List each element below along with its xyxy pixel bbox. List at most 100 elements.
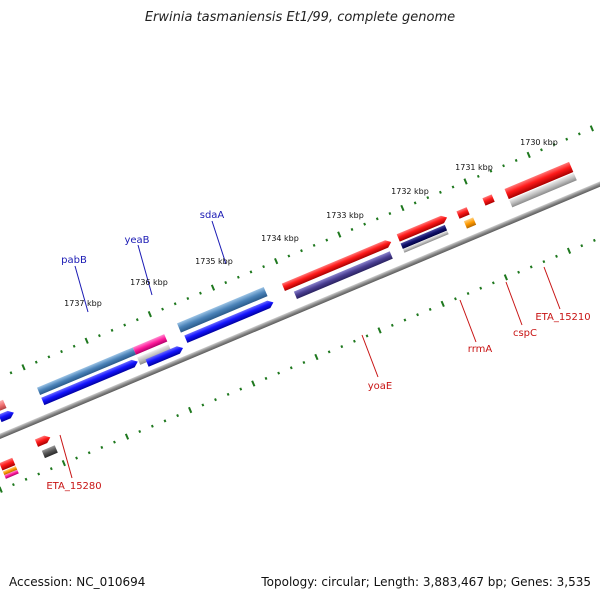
minor-tick — [403, 318, 407, 322]
gene-ETA_15280-dark-segment[interactable] — [41, 445, 58, 459]
minor-tick — [325, 238, 329, 242]
minor-tick — [577, 132, 581, 136]
scale-ticks-top — [9, 125, 594, 375]
scale-ticks-bottom — [0, 238, 596, 493]
minor-tick — [161, 307, 164, 311]
minor-tick — [34, 360, 38, 364]
gene-label-rrmA[interactable]: rrmA — [468, 344, 493, 355]
minor-tick — [60, 350, 63, 354]
gene-left-orange-segment[interactable] — [2, 466, 18, 476]
major-tick — [503, 274, 508, 281]
minor-tick — [542, 260, 546, 264]
gene-label-yeaB[interactable]: yeaB — [124, 235, 149, 246]
minor-tick — [262, 265, 266, 269]
genome-backbone — [0, 167, 600, 443]
minor-tick — [47, 355, 51, 359]
minor-tick — [123, 323, 127, 327]
minor-tick — [416, 313, 419, 317]
minor-tick — [249, 270, 253, 274]
minor-tick — [98, 334, 101, 338]
leader-yeaB — [137, 244, 153, 296]
major-tick — [188, 406, 193, 414]
major-tick — [84, 337, 89, 344]
minor-tick — [87, 451, 91, 455]
minor-tick — [502, 164, 505, 168]
gene-left-pink-segment[interactable] — [4, 469, 19, 479]
minor-tick — [476, 174, 480, 178]
minor-tick — [312, 243, 316, 247]
leader-pabB — [74, 265, 89, 313]
gene-small-red-arrow[interactable] — [482, 194, 495, 206]
minor-tick — [113, 440, 116, 444]
gene-yeaB-arrow[interactable] — [132, 334, 168, 355]
minor-tick — [413, 201, 417, 205]
minor-tick — [565, 137, 569, 141]
minor-tick — [540, 148, 543, 152]
gene-label-sdaA[interactable]: sdaA — [200, 210, 225, 221]
minor-tick — [75, 456, 78, 460]
major-tick — [440, 300, 445, 308]
minor-tick — [186, 296, 190, 301]
scale-label-1736: 1736 kbp — [130, 278, 168, 287]
minor-tick — [454, 297, 457, 301]
gene-pabB-arrow[interactable] — [36, 347, 136, 396]
gene-labels: pabB yeaB sdaA yoaE rrmA cspC ETA_15210 … — [46, 210, 590, 492]
major-tick — [337, 231, 342, 238]
minor-tick — [353, 339, 356, 343]
gene-label-pabB[interactable]: pabB — [61, 255, 87, 266]
gene-rrmA-outer-arrow[interactable] — [396, 214, 449, 242]
minor-tick — [592, 238, 596, 242]
gene-label-yoaE[interactable]: yoaE — [368, 381, 392, 392]
gene-label-ETA_15210[interactable]: ETA_15210 — [535, 312, 590, 323]
major-tick — [589, 125, 594, 132]
gene-pabB-inner-arrow[interactable] — [41, 358, 139, 406]
minor-tick — [264, 376, 268, 380]
gene-yoaE-inner-arrow[interactable] — [293, 251, 393, 299]
scale-label-1735: 1735 kbp — [195, 257, 233, 266]
minor-tick — [529, 265, 533, 269]
minor-tick — [375, 217, 379, 221]
minor-tick — [514, 158, 518, 162]
minor-tick — [428, 307, 432, 311]
minor-tick — [388, 212, 392, 216]
gene-sdaA-inner-arrow[interactable] — [184, 299, 275, 343]
major-tick — [251, 380, 256, 387]
gene-yeaB-inner-arrow[interactable] — [145, 344, 185, 367]
gene-yoaE-outer-arrow[interactable] — [281, 238, 393, 292]
minor-tick — [390, 323, 394, 327]
gene-ETA_15210-gray-segment[interactable] — [509, 172, 577, 208]
gene-cspC-outer-arrow[interactable] — [456, 207, 470, 219]
minor-tick — [489, 169, 493, 173]
minor-tick — [277, 371, 281, 375]
scale-label-1733: 1733 kbp — [326, 211, 364, 220]
major-tick — [400, 204, 405, 212]
gene-ETA_15280-arrow[interactable] — [34, 434, 52, 447]
gene-label-cspC[interactable]: cspC — [513, 328, 537, 339]
major-tick — [566, 247, 572, 254]
gene-arrow-blue-small[interactable] — [0, 409, 15, 423]
minor-tick — [49, 467, 53, 471]
minor-tick — [100, 445, 104, 449]
gene-cspC-arrow[interactable] — [463, 217, 477, 229]
major-tick — [0, 486, 3, 493]
gene-ETA_15210-arrow[interactable] — [504, 161, 574, 200]
major-tick — [124, 433, 130, 440]
minor-tick — [24, 477, 28, 481]
gene-rrmA-inner-arrow[interactable] — [400, 224, 448, 250]
gene-left-red-arrow[interactable] — [0, 457, 16, 471]
minor-tick — [300, 249, 303, 253]
gene-rrmA-gray-segment[interactable] — [402, 230, 449, 253]
major-tick — [526, 151, 531, 159]
scale-label-1734: 1734 kbp — [261, 234, 299, 243]
gene-arrow-salmon[interactable] — [0, 399, 7, 414]
major-tick — [147, 311, 152, 318]
scale-label-1737: 1737 kbp — [64, 299, 102, 308]
minor-tick — [363, 222, 367, 226]
leader-ETA_15280 — [59, 434, 73, 479]
gene-sdaA-arrow[interactable] — [177, 286, 268, 333]
minor-tick — [9, 371, 13, 375]
gene-label-ETA_15280[interactable]: ETA_15280 — [46, 481, 101, 492]
minor-tick — [239, 387, 243, 391]
label-leaders — [59, 220, 561, 479]
